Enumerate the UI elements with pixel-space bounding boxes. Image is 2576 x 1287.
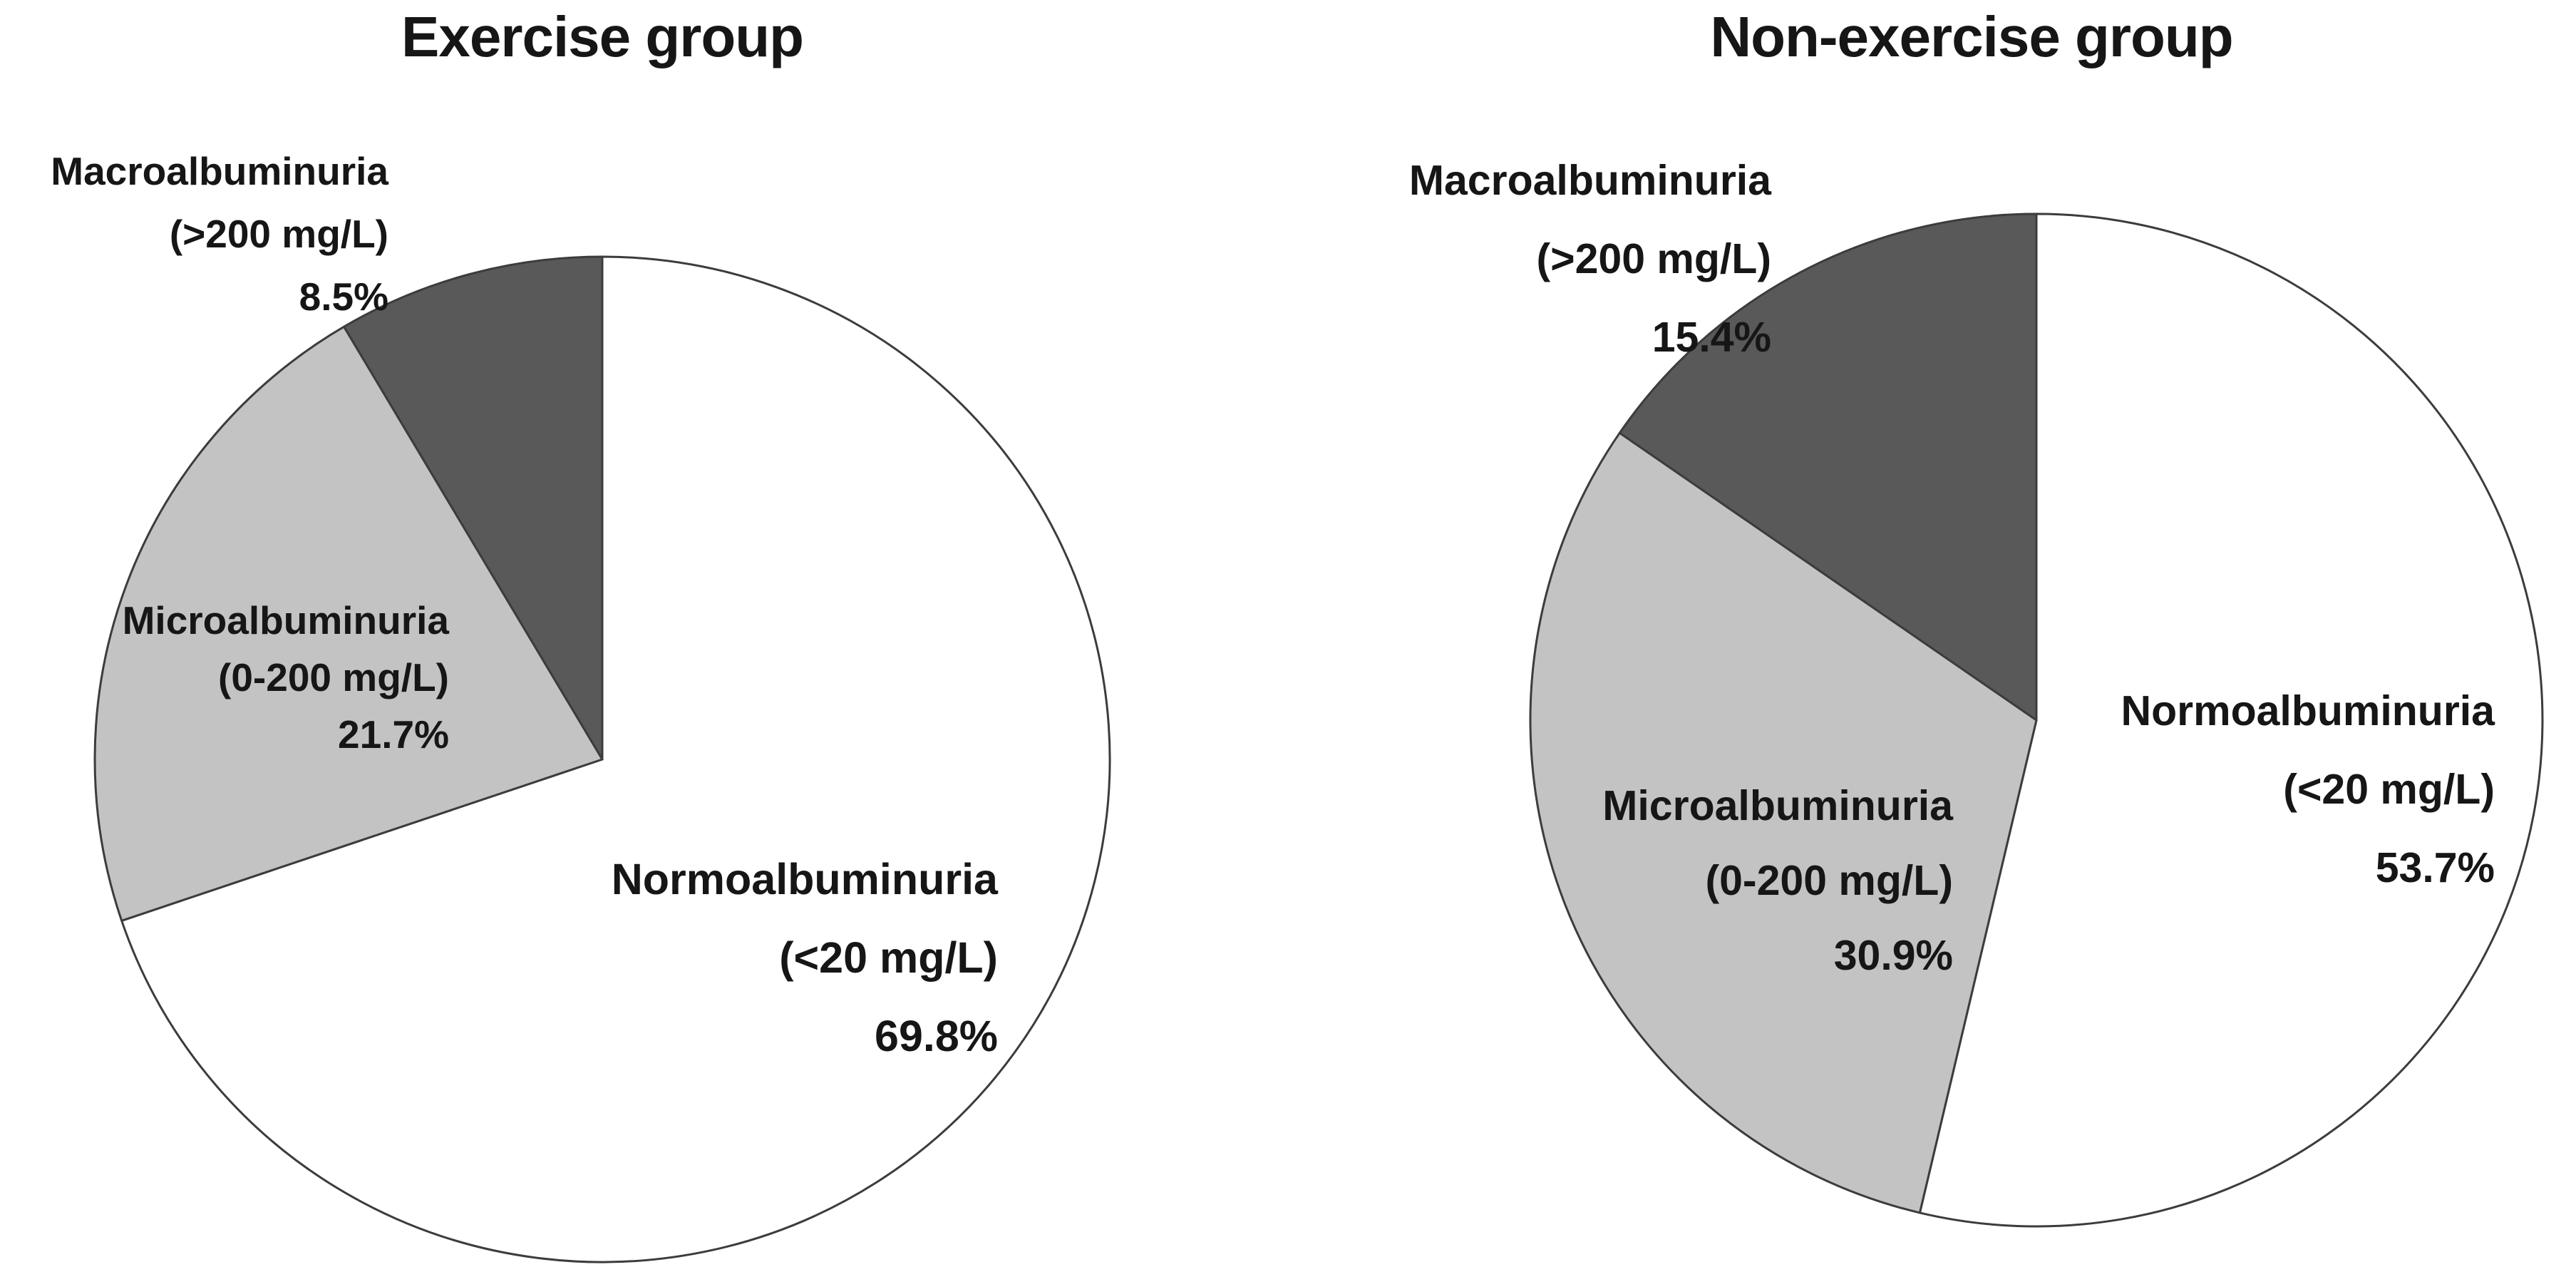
slice-range: (>200 mg/L) <box>1536 235 1771 282</box>
pie-slice-normoalbuminuria <box>1918 212 2544 1228</box>
slice-name: Microalbuminuria <box>1602 782 1953 829</box>
pie-slice-macroalbuminuria <box>343 255 604 761</box>
exercise-group-pie <box>93 255 1111 1263</box>
exercise-macroalbuminuria-label: Macroalbuminuria (>200 mg/L) 8.5% <box>51 140 388 328</box>
slice-range: (>200 mg/L) <box>169 212 388 256</box>
pie-slice-microalbuminuria <box>1529 431 2038 1214</box>
slice-name: Normoalbuminuria <box>611 855 998 903</box>
slice-range: (<20 mg/L) <box>779 933 998 982</box>
pie-slice-macroalbuminuria <box>1618 212 2038 722</box>
slice-percent: 30.9% <box>1833 932 1953 979</box>
pie-slice-microalbuminuria <box>93 325 604 922</box>
slice-range: (0-200 mg/L) <box>218 655 449 699</box>
non-exercise-group-pie <box>1529 212 2544 1228</box>
non-exercise-macroalbuminuria-label: Macroalbuminuria (>200 mg/L) 15.4% <box>1409 141 1771 376</box>
slice-percent: 15.4% <box>1652 314 1771 361</box>
slice-name: Microalbuminuria <box>122 598 449 642</box>
exercise-microalbuminuria-label: Microalbuminuria (0-200 mg/L) 21.7% <box>123 592 449 763</box>
non-exercise-microalbuminuria-label: Microalbuminuria (0-200 mg/L) 30.9% <box>1602 769 1953 993</box>
slice-percent: 53.7% <box>2375 844 2495 891</box>
slice-range: (0-200 mg/L) <box>1705 857 1953 904</box>
pie-slice-normoalbuminuria <box>120 255 1111 1263</box>
slice-percent: 8.5% <box>299 275 388 319</box>
exercise-normoalbuminuria-label: Normoalbuminuria (<20 mg/L) 69.8% <box>612 840 998 1075</box>
slice-range: (<20 mg/L) <box>2283 766 2495 813</box>
slice-name: Macroalbuminuria <box>51 149 388 193</box>
non-exercise-normoalbuminuria-label: Normoalbuminuria (<20 mg/L) 53.7% <box>2121 672 2495 907</box>
slice-percent: 21.7% <box>338 712 449 757</box>
non-exercise-group-title: Non-exercise group <box>1710 5 2233 68</box>
slice-name: Normoalbuminuria <box>2121 687 2495 734</box>
slice-name: Macroalbuminuria <box>1408 157 1771 204</box>
exercise-group-title: Exercise group <box>401 5 804 68</box>
slice-percent: 69.8% <box>875 1012 998 1060</box>
